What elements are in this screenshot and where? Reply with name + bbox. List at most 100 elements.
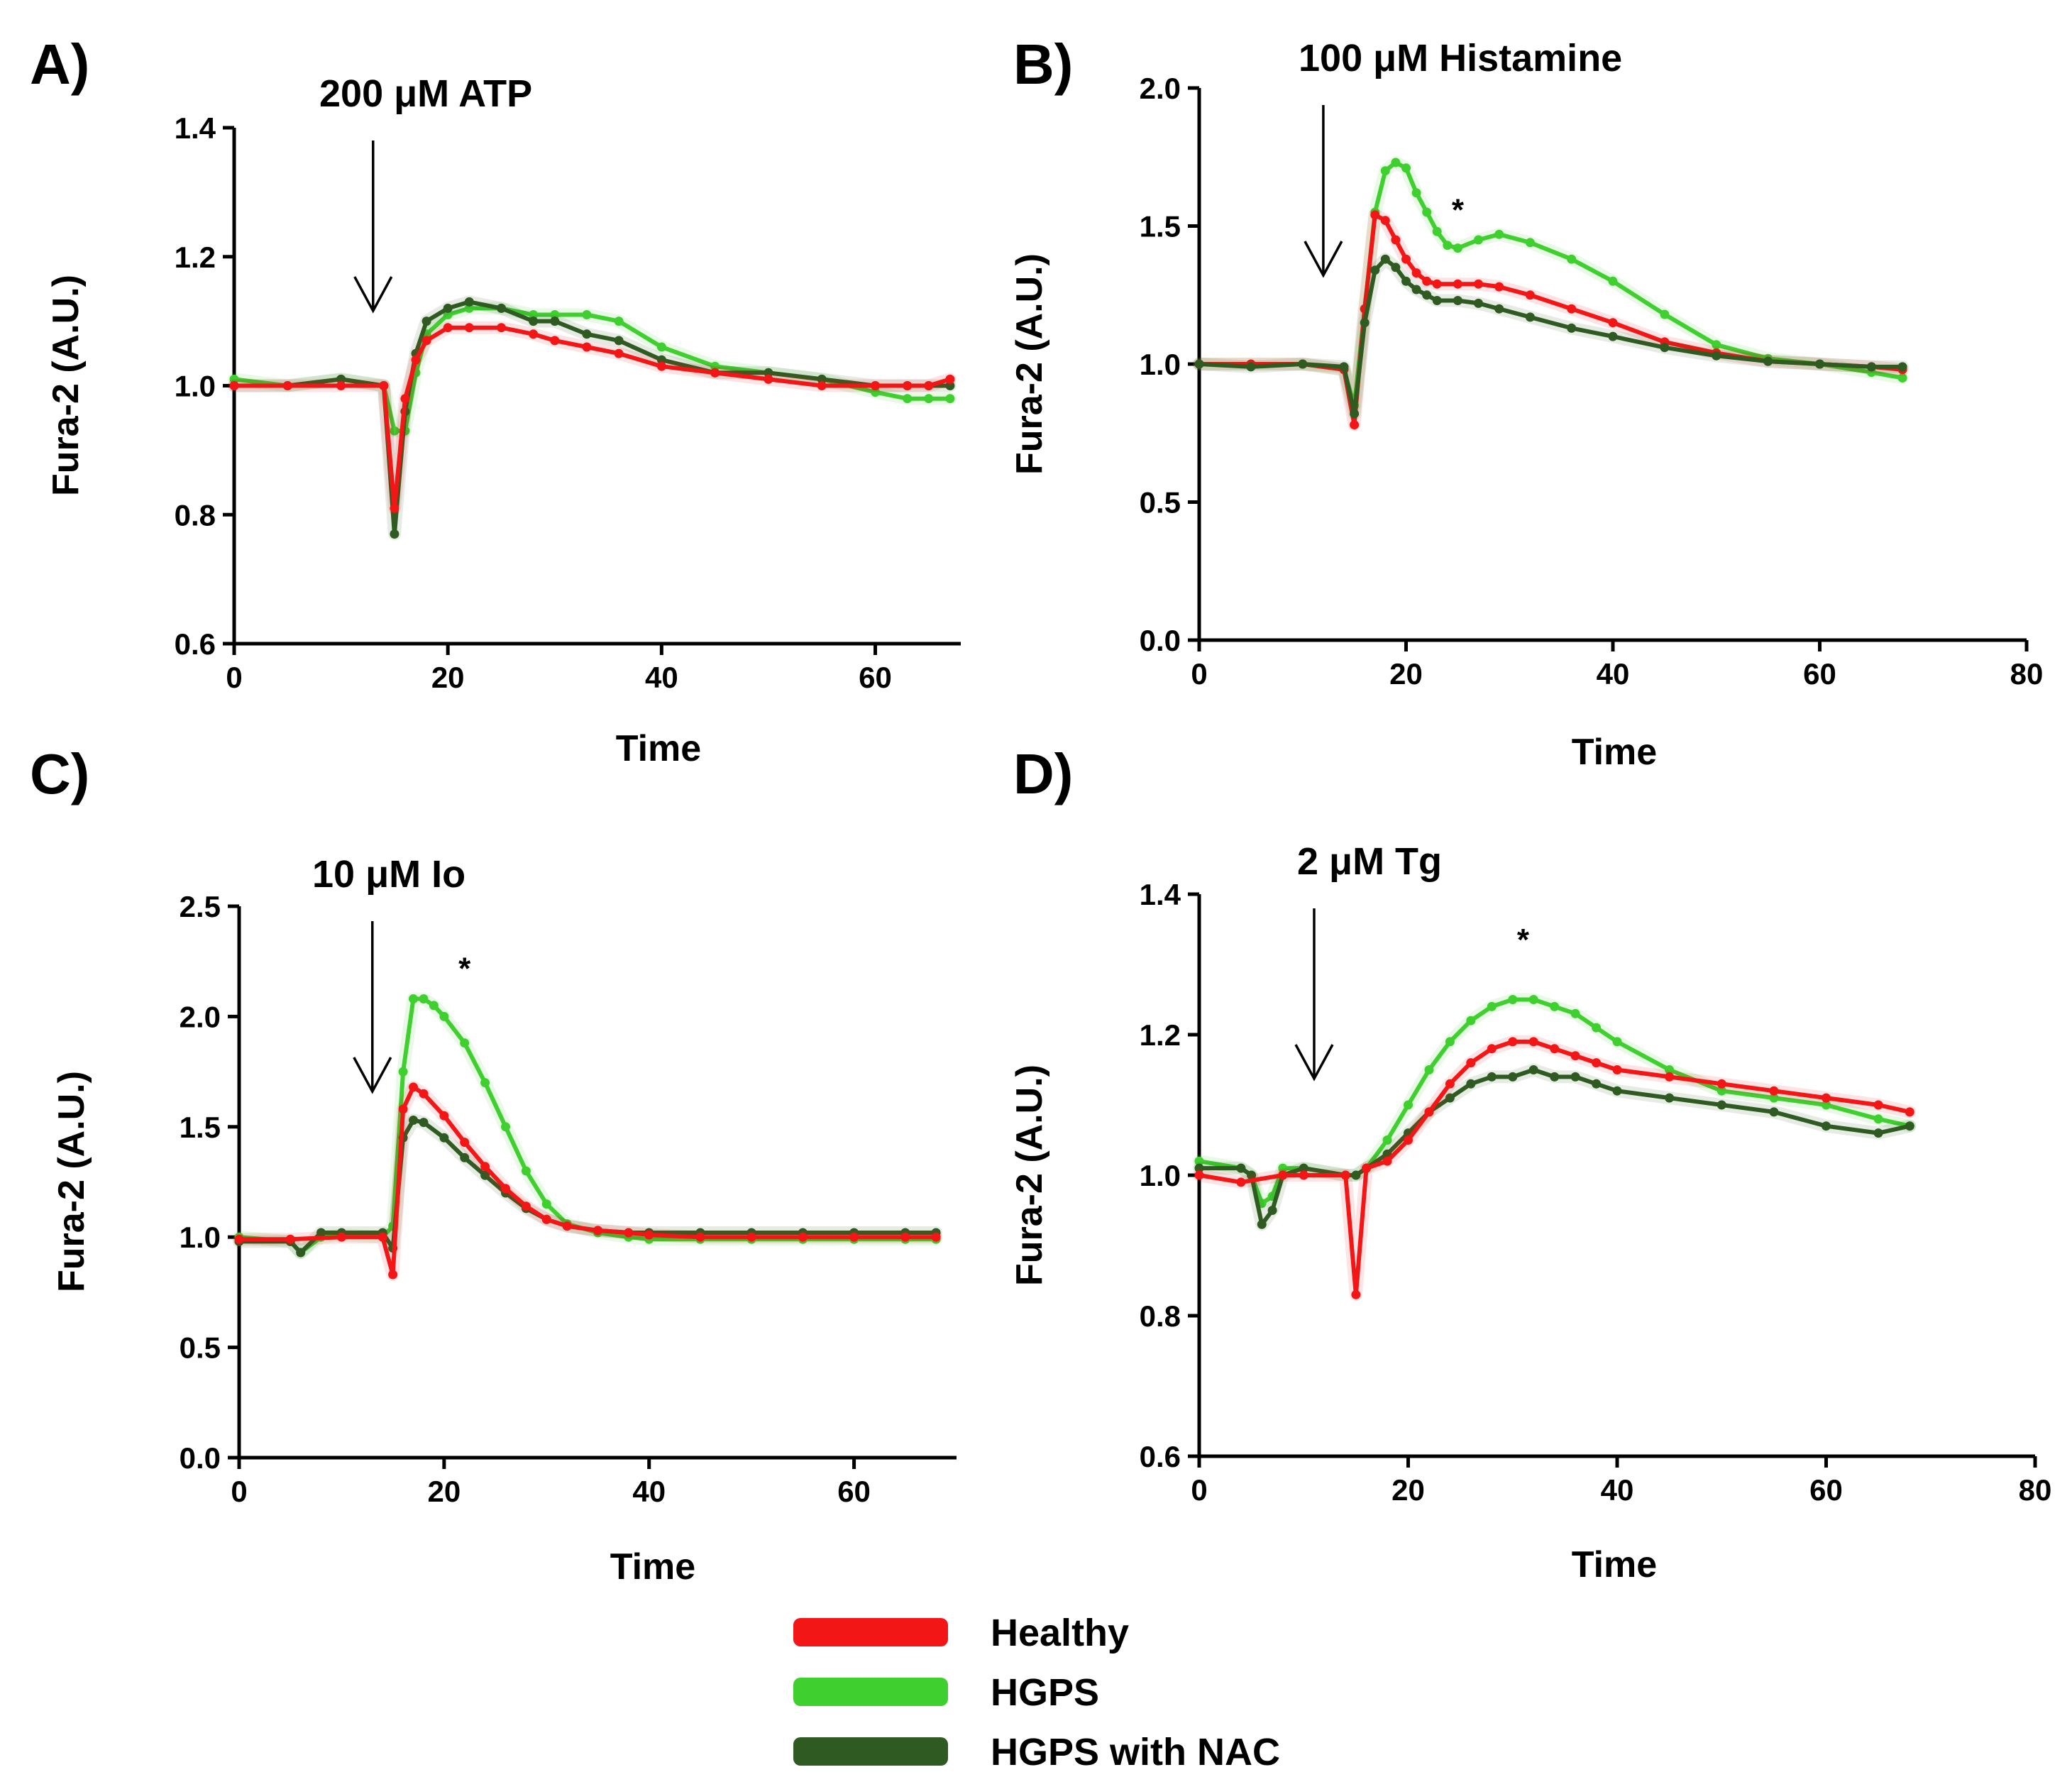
data-point <box>234 1234 244 1244</box>
data-point <box>1422 290 1432 300</box>
data-point <box>1716 1086 1726 1096</box>
data-point <box>409 1082 418 1092</box>
data-point <box>1443 241 1453 251</box>
data-point <box>1411 188 1421 198</box>
data-point <box>614 336 624 346</box>
data-point <box>529 310 539 319</box>
y-tick-label: 1.5 <box>180 1111 221 1144</box>
x-tick-label: 80 <box>2019 1473 2052 1507</box>
data-point <box>429 1001 439 1011</box>
data-point <box>529 329 539 339</box>
stimulus-label: 200 μM ATP <box>319 72 532 115</box>
series-line <box>232 299 952 537</box>
data-point <box>1351 1170 1361 1180</box>
data-point <box>439 1111 449 1121</box>
x-tick-label: 0 <box>1191 657 1207 691</box>
data-point <box>1445 1079 1455 1089</box>
data-point <box>1525 290 1535 300</box>
stimulus-arrow-head <box>353 1057 392 1094</box>
data-point <box>1370 210 1380 220</box>
data-point <box>1487 1072 1497 1082</box>
x-tick-label: 20 <box>1389 657 1423 691</box>
y-axis-title: Fura-2 (A.U.) <box>51 1071 92 1292</box>
significance-star: * <box>458 952 471 986</box>
data-point <box>582 342 592 352</box>
series-healthy <box>233 1080 943 1281</box>
data-point <box>746 1232 756 1242</box>
y-tick-label: 1.0 <box>180 1221 221 1254</box>
data-point <box>1194 1163 1204 1173</box>
data-point <box>1592 1058 1602 1068</box>
data-point <box>1570 1072 1580 1082</box>
data-point <box>1487 1001 1497 1011</box>
data-point <box>931 1232 941 1242</box>
data-point <box>419 1118 429 1128</box>
y-tick-label: 0.5 <box>1140 486 1181 519</box>
data-point <box>464 297 474 307</box>
stimulus-label: 100 μM Histamine <box>1299 37 1622 79</box>
data-point <box>398 1104 408 1114</box>
chart-panel-2: B) 0.0 0.5 1.0 1.5 2.0 0 20 40 60 80 Time Fura-2 (A.… <box>1009 33 2043 773</box>
data-point <box>316 1228 326 1238</box>
data-point <box>480 1162 490 1172</box>
data-point <box>1612 1086 1622 1096</box>
data-point <box>336 1232 346 1242</box>
series-healthy <box>1193 1035 1917 1302</box>
data-point <box>1278 1163 1288 1173</box>
data-point <box>656 355 666 365</box>
data-point <box>550 336 560 346</box>
data-point <box>1550 1072 1560 1082</box>
x-tick-label: 40 <box>632 1475 666 1508</box>
data-point <box>945 381 955 390</box>
y-tick-label: 2.5 <box>180 890 221 923</box>
data-point <box>464 303 474 313</box>
legend-label-healthy: Healthy <box>991 1612 1129 1654</box>
x-tick-label: 20 <box>431 661 465 694</box>
x-axis-title: Time <box>1572 1544 1657 1585</box>
data-point <box>1391 158 1401 167</box>
series-line <box>232 306 952 434</box>
data-point <box>550 310 560 319</box>
y-tick-label: 1.0 <box>175 370 216 403</box>
data-point <box>379 381 389 390</box>
y-tick-label: 0.8 <box>1140 1299 1181 1333</box>
data-point <box>1351 1289 1361 1299</box>
stimulus-arrow-head <box>1294 1044 1334 1082</box>
data-point <box>229 374 239 384</box>
data-point <box>1445 1093 1455 1103</box>
y-axis-title: Fura-2 (A.U.) <box>1009 253 1050 475</box>
data-point <box>1608 276 1618 286</box>
data-point <box>1769 1107 1779 1117</box>
data-point <box>1528 1037 1538 1047</box>
data-point <box>1873 1128 1883 1138</box>
data-point <box>398 1067 408 1077</box>
data-point <box>1350 409 1360 419</box>
data-point <box>1401 163 1411 173</box>
series-hgps <box>228 302 957 438</box>
data-point <box>710 368 720 378</box>
data-point <box>1608 331 1618 341</box>
data-point <box>945 394 955 404</box>
legend-swatch-hgps <box>793 1678 948 1706</box>
data-point <box>1716 1100 1726 1110</box>
data-point <box>1508 995 1518 1004</box>
data-point <box>1474 235 1483 245</box>
x-tick-label: 60 <box>837 1475 871 1508</box>
data-point <box>409 1116 418 1125</box>
data-point <box>521 1166 531 1176</box>
series-hgps_nac <box>228 295 957 541</box>
chart-panel-1: A) 0.6 0.8 1.0 1.2 1.4 0 20 40 60 Time Fura-2 (A.U.… <box>30 33 961 769</box>
data-point <box>390 529 399 539</box>
y-tick-label: 0.0 <box>1140 624 1181 657</box>
data-point <box>1494 282 1504 292</box>
data-point <box>1592 1023 1602 1033</box>
data-point <box>1612 1065 1622 1074</box>
data-point <box>1382 1156 1392 1166</box>
data-point <box>1508 1037 1518 1047</box>
data-point <box>1339 362 1349 372</box>
data-point <box>1487 1044 1497 1054</box>
data-point <box>644 1230 654 1240</box>
data-point <box>871 387 880 397</box>
stimulus-arrow-head <box>353 276 393 314</box>
data-point <box>1660 309 1670 319</box>
